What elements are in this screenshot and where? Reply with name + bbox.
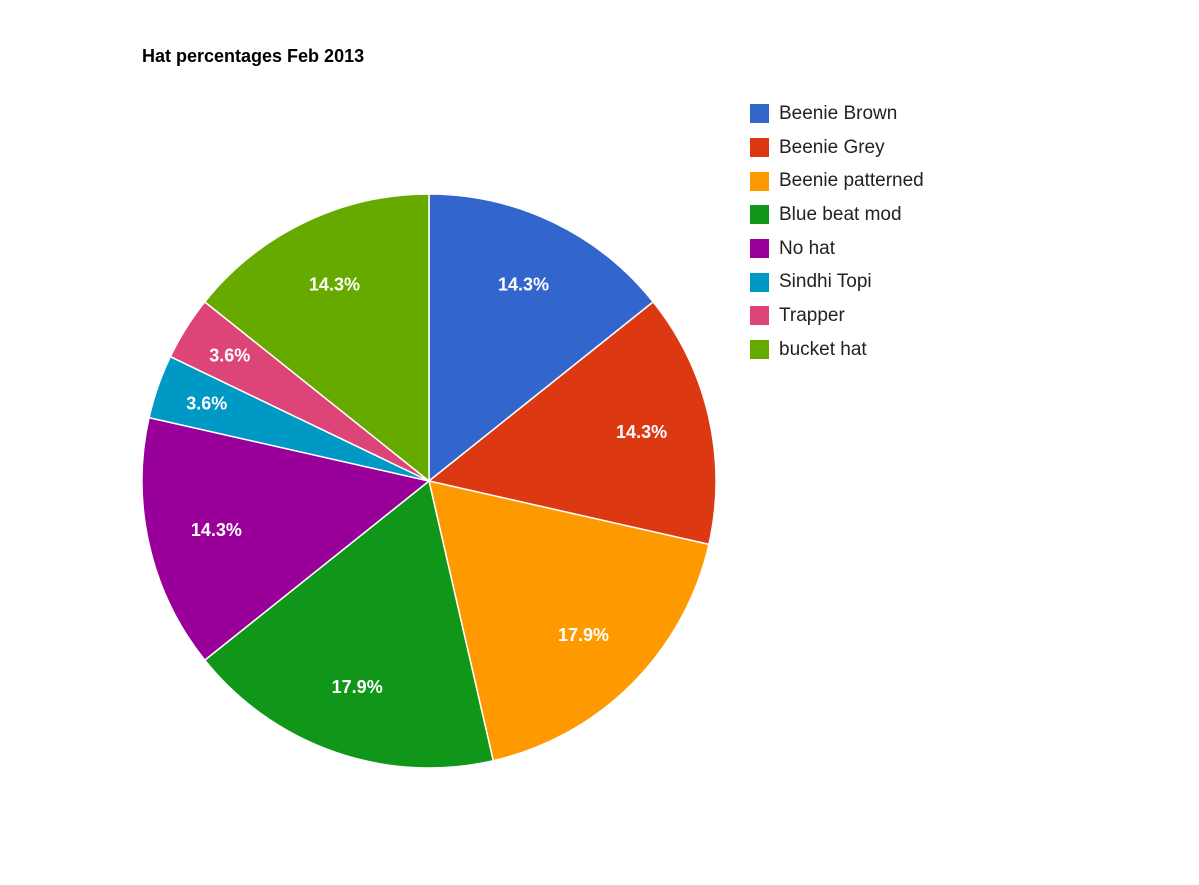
slice-label-8: 14.3% — [309, 274, 360, 294]
legend-swatch — [750, 272, 769, 292]
legend-item: Beenie patterned — [750, 164, 924, 198]
slice-label-2: 14.3% — [616, 422, 667, 442]
legend-swatch — [750, 171, 769, 191]
legend-item: Trapper — [750, 299, 924, 333]
legend-swatch — [750, 205, 769, 225]
pie-slice-5 — [141, 416, 431, 662]
legend: Beenie Brown Beenie Grey Beenie patterned B… — [750, 97, 924, 367]
slice-label-4: 17.9% — [332, 677, 383, 697]
legend-label: Beenie Grey — [779, 136, 885, 158]
legend-label: Blue beat mod — [779, 203, 902, 225]
legend-swatch — [750, 239, 769, 259]
slice-label-7: 3.6% — [209, 346, 250, 366]
legend-swatch — [750, 340, 769, 360]
pie-slice-3 — [428, 480, 710, 762]
legend-label: Trapper — [779, 304, 845, 326]
slice-label-5: 14.3% — [191, 520, 242, 540]
legend-item: Beenie Grey — [750, 131, 924, 165]
legend-label: Beenie patterned — [779, 170, 924, 192]
legend-label: Beenie Brown — [779, 102, 898, 124]
legend-swatch — [750, 306, 769, 326]
legend-label: Sindhi Topi — [779, 271, 872, 293]
legend-item: Blue beat mod — [750, 198, 924, 232]
pie-slice-8 — [203, 193, 430, 483]
chart-title: Hat percentages Feb 2013 — [142, 46, 365, 66]
slice-label-6: 3.6% — [186, 394, 227, 414]
legend-item: bucket hat — [750, 333, 924, 367]
slice-label-3: 17.9% — [558, 625, 609, 645]
legend-swatch — [750, 138, 769, 158]
pie-slice-1 — [428, 193, 655, 483]
legend-item: Beenie Brown — [750, 97, 924, 131]
legend-item: Sindhi Topi — [750, 265, 924, 299]
pie-slice-2 — [427, 300, 717, 546]
legend-swatch — [750, 104, 769, 124]
legend-label: No hat — [779, 237, 835, 259]
slice-label-1: 14.3% — [498, 274, 549, 294]
legend-label: bucket hat — [779, 338, 867, 360]
pie-slice-4 — [203, 479, 495, 769]
legend-item: No hat — [750, 232, 924, 266]
